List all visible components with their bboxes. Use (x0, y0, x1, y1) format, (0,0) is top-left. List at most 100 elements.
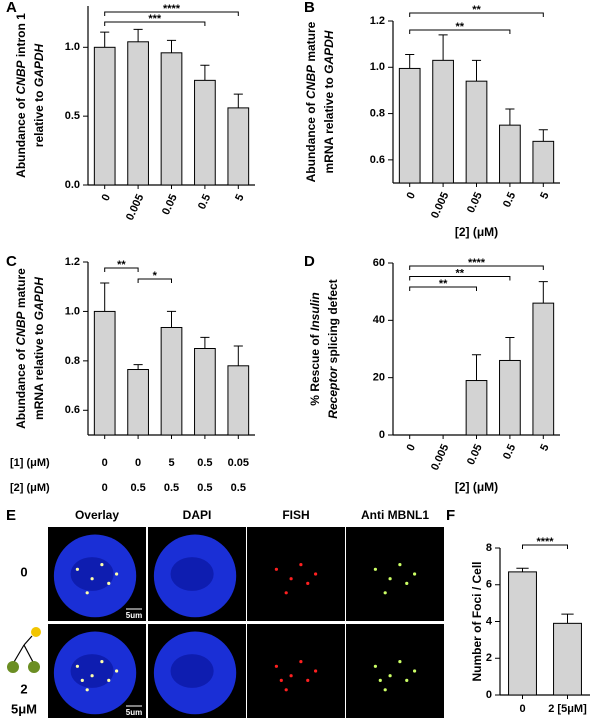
significance-label: ** (439, 278, 448, 290)
focus-dot (115, 572, 119, 576)
focus-dot (90, 577, 94, 581)
column-header: DAPI (183, 508, 212, 522)
table-row-label: [1] (μM) (10, 457, 50, 469)
focus-dot (405, 581, 409, 586)
error-bar (166, 310, 177, 328)
y-tick-label: 40 (373, 314, 385, 326)
table-row-label: [2] (μM) (10, 482, 50, 494)
focus-dot (85, 591, 89, 595)
error-bar (166, 39, 177, 53)
table-cell: 0.5 (164, 482, 179, 494)
bar (465, 80, 488, 184)
y-tick-label: 0.6 (370, 154, 385, 166)
bar (532, 140, 555, 184)
x-tick-label: 0.005 (429, 190, 452, 220)
y-axis-label-part: Abundance of (304, 99, 318, 182)
error-bar (516, 567, 529, 572)
focus-dot (383, 591, 387, 595)
y-tick-label: 0.8 (370, 107, 385, 119)
bar (432, 59, 454, 184)
row-label: 5μM (11, 701, 37, 716)
table-cell: 0.5 (231, 482, 246, 494)
table-cell: 0 (102, 457, 108, 469)
y-axis-label-part: CNBP (304, 64, 318, 99)
y-axis-label-part: Number of Foci / Cell (470, 561, 484, 681)
column-header: Anti MBNL1 (361, 508, 429, 522)
focus-dot (75, 664, 79, 668)
x-axis-label: [2] (μM) (455, 480, 498, 494)
focus-dot (373, 664, 377, 668)
y-tick-label: 6 (486, 579, 492, 591)
x-tick-label: 0 (519, 703, 525, 715)
y-axis-label-part: mature (304, 21, 318, 65)
error-bar (471, 354, 482, 381)
focus-dot (413, 669, 417, 673)
y-tick-label: 0 (486, 689, 492, 701)
focus-dot (398, 563, 402, 567)
y-tick-label: 8 (486, 542, 492, 554)
y-tick-label: 1.2 (65, 256, 80, 268)
focus-dot (115, 669, 119, 673)
significance-label: **** (536, 536, 554, 548)
x-tick-label: 0.005 (124, 192, 147, 222)
x-tick-label: 5 (233, 192, 246, 203)
x-tick-label: 0.5 (501, 442, 518, 461)
y-axis-label-part: mRNA relative to (322, 74, 336, 174)
bar (499, 124, 521, 184)
focus-dot (289, 577, 293, 581)
y-axis-label: mRNA relative to GAPDH (322, 30, 336, 173)
x-tick-label: 5 (538, 190, 551, 201)
focus-dot (107, 581, 111, 586)
error-bar (561, 613, 574, 624)
focus-dot (274, 664, 278, 668)
significance-label: ** (456, 267, 465, 279)
x-tick-label: 2 [5μM] (548, 703, 587, 715)
error-bar (505, 337, 515, 361)
y-tick-label: 1.0 (65, 41, 80, 53)
error-bar (233, 345, 243, 366)
error-bar (100, 31, 110, 48)
scale-label: 5um (126, 611, 142, 620)
bar (127, 369, 149, 436)
significance-label: **** (163, 3, 181, 15)
focus-dot (413, 572, 417, 576)
focus-dot (299, 563, 303, 567)
y-axis-label: Abundance of CNBP mature (14, 268, 28, 429)
focus-dot (314, 669, 318, 673)
y-tick-label: 0.0 (65, 179, 80, 191)
x-tick-label: 0.05 (465, 190, 485, 214)
bar (532, 302, 555, 436)
y-axis-label-part: CNBP (14, 60, 28, 95)
y-axis-label-part: GAPDH (32, 43, 46, 87)
y-axis-label-part: relative to (32, 87, 46, 147)
panel-e: E Overlay DAPI FISH Anti MBNL1 0 2 5μM 5… (6, 507, 444, 718)
bar (194, 348, 216, 436)
molecule-icon (7, 627, 41, 673)
focus-dot (284, 591, 288, 595)
y-axis-label: relative to GAPDH (32, 43, 46, 147)
y-tick-label: 0.8 (65, 355, 80, 367)
bar (160, 52, 183, 186)
panel-letter: C (6, 253, 17, 270)
y-axis-label-part: mRNA relative to (32, 320, 46, 420)
bar (127, 41, 149, 186)
column-header: Overlay (75, 508, 119, 522)
table-cell: 0.5 (197, 482, 212, 494)
bar (499, 359, 521, 436)
micrograph (346, 527, 444, 621)
focus-dot (80, 678, 84, 683)
table-cell: 0 (102, 482, 108, 494)
error-bar (233, 93, 243, 108)
significance-bracket (104, 267, 139, 272)
focus-dot (383, 688, 387, 692)
focus-dot (100, 563, 104, 567)
x-tick-label: 0.5 (196, 192, 213, 211)
x-tick-label: 0 (100, 192, 113, 203)
y-tick-label: 20 (373, 372, 385, 384)
focus-dot (388, 674, 392, 678)
nucleus-texture (170, 654, 214, 688)
row-label: 0 (20, 564, 27, 579)
significance-label: **** (468, 257, 486, 269)
column-header: FISH (282, 508, 309, 522)
